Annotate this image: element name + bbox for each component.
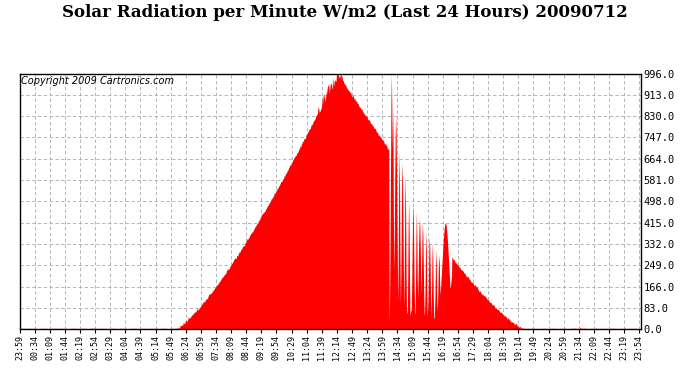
Text: Solar Radiation per Minute W/m2 (Last 24 Hours) 20090712: Solar Radiation per Minute W/m2 (Last 24… (62, 4, 628, 21)
Text: Copyright 2009 Cartronics.com: Copyright 2009 Cartronics.com (21, 76, 174, 86)
